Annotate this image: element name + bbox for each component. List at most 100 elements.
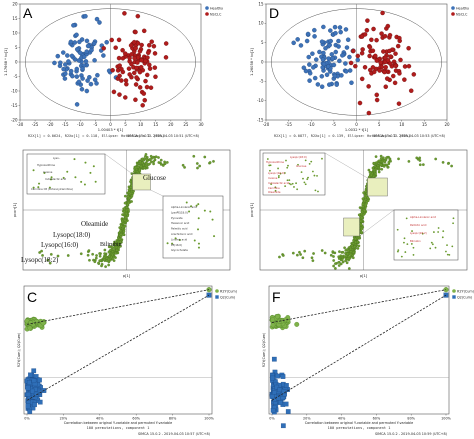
- inset-point: [94, 180, 97, 183]
- data-point-healthy: [74, 32, 79, 38]
- perm-point-q2: [284, 383, 289, 388]
- perm-point-q2: [27, 409, 33, 414]
- y-tick-label: -15: [257, 117, 264, 122]
- inset-point: [400, 255, 403, 258]
- data-point-nsclc: [377, 68, 382, 73]
- data-point-nsclc: [137, 85, 143, 90]
- data-point-nsclc: [370, 65, 376, 70]
- x-tick-label: 0%: [269, 417, 275, 421]
- perm-point-q2: [28, 372, 33, 378]
- loading-point: [379, 154, 383, 158]
- data-point-healthy: [331, 62, 337, 68]
- data-point-healthy: [347, 54, 352, 60]
- loading-point: [118, 226, 122, 229]
- data-point-nsclc: [143, 78, 148, 84]
- loading-point: [370, 173, 373, 177]
- panel-label: D: [269, 5, 279, 21]
- inset-point: [185, 201, 188, 204]
- data-point-nsclc: [366, 110, 372, 116]
- callout-small: Inosine: [43, 170, 53, 174]
- callout-small: Linoleic acid: [171, 237, 187, 241]
- perm-point-q2: [270, 375, 275, 381]
- data-point-nsclc: [163, 55, 169, 60]
- inset-point: [307, 176, 309, 179]
- data-point-healthy: [62, 76, 68, 81]
- inset-point: [197, 228, 200, 231]
- inset-point: [62, 176, 65, 179]
- loading-point: [347, 249, 350, 253]
- inset-point: [405, 217, 408, 220]
- loading-point: [97, 261, 100, 265]
- callout-small: Pyruvate: [171, 216, 183, 220]
- loading-point: [434, 157, 438, 161]
- loading-point: [119, 229, 123, 233]
- y-tick-label: -5: [260, 79, 264, 84]
- data-point-nsclc: [152, 65, 158, 70]
- loading-point: [332, 255, 335, 258]
- inset-point: [32, 169, 35, 172]
- data-point-nsclc: [119, 78, 124, 83]
- loading-point: [360, 216, 364, 219]
- inset-point: [451, 245, 454, 248]
- loading-point: [366, 199, 370, 203]
- loading-point: [93, 260, 97, 264]
- data-point-healthy: [74, 47, 80, 52]
- inset-point: [316, 174, 318, 177]
- inset-point: [195, 204, 198, 207]
- x-tick-label: 10: [399, 122, 405, 127]
- loading-point: [311, 259, 315, 263]
- inset-point: [166, 242, 169, 245]
- data-point-nsclc: [123, 78, 129, 83]
- data-point-nsclc: [133, 97, 138, 103]
- perm-point-q2: [281, 389, 287, 394]
- perm-point-q2: [25, 385, 31, 391]
- loading-point: [349, 247, 353, 251]
- loading-point: [377, 159, 381, 163]
- data-point-nsclc: [397, 35, 402, 41]
- data-point-nsclc: [134, 65, 139, 71]
- perm-point-q2: [271, 356, 277, 362]
- loading-point: [98, 259, 102, 263]
- data-point-nsclc: [145, 50, 151, 55]
- data-point-healthy: [312, 34, 317, 39]
- inset-point: [304, 159, 307, 162]
- loading-point: [331, 250, 335, 253]
- loading-point: [337, 255, 341, 259]
- loading-point: [79, 252, 83, 256]
- inset-point: [190, 205, 193, 208]
- inset-left: [26, 153, 106, 195]
- legend-swatch: [205, 12, 209, 16]
- perm-point-q2: [26, 380, 32, 385]
- loading-point: [125, 212, 128, 216]
- callout-small: Carnitine: [268, 186, 280, 190]
- loading-point: [354, 240, 357, 244]
- x-tick-label: -30: [17, 122, 24, 127]
- data-point-healthy: [328, 28, 333, 33]
- x-tick-label: 100%: [204, 417, 214, 421]
- data-point-nsclc: [147, 66, 153, 71]
- loading-point: [350, 244, 354, 248]
- data-point-healthy: [295, 37, 300, 42]
- data-point-nsclc: [359, 50, 365, 56]
- inset-point: [43, 172, 46, 175]
- caption: R2X[1] = 0.0624, R2Xo[1] = 0.118, Ellips…: [28, 134, 164, 138]
- inset-point: [288, 179, 291, 182]
- data-point-healthy: [94, 16, 100, 22]
- data-point-nsclc: [396, 101, 402, 106]
- data-point-healthy: [321, 50, 326, 56]
- x-tick-label: 20%: [60, 417, 68, 421]
- data-point-nsclc: [123, 51, 128, 56]
- inset-point: [211, 218, 214, 221]
- loading-point: [181, 163, 185, 167]
- loading-point: [299, 253, 302, 256]
- data-point-healthy: [84, 49, 89, 54]
- inset-point: [269, 169, 271, 172]
- loading-point: [203, 155, 207, 159]
- perm-point-r2y: [275, 314, 281, 320]
- loading-point: [165, 161, 169, 164]
- data-point-healthy: [321, 61, 327, 67]
- zoom-connector: [324, 152, 368, 179]
- loading-point: [382, 163, 386, 167]
- data-point-healthy: [343, 61, 348, 66]
